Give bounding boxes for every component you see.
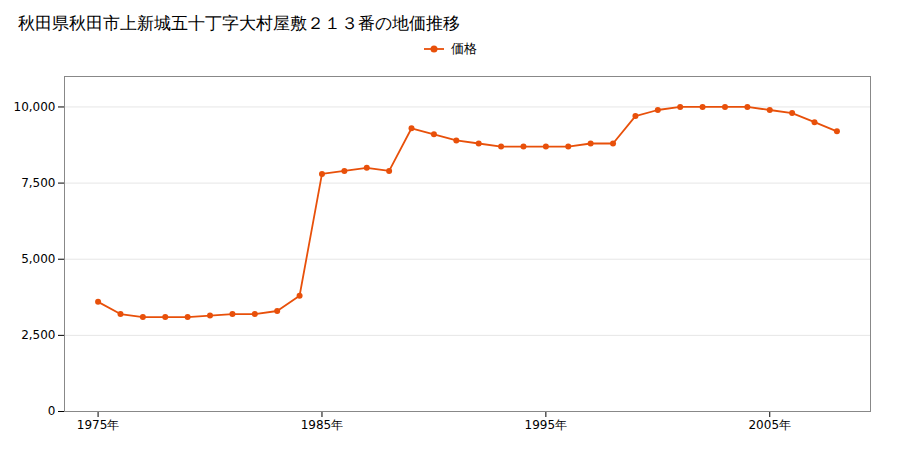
svg-text:5,000: 5,000 [21, 252, 55, 266]
svg-text:7,500: 7,500 [21, 176, 55, 190]
svg-text:1985年: 1985年 [301, 418, 344, 432]
svg-text:1995年: 1995年 [525, 418, 568, 432]
svg-text:2,500: 2,500 [21, 328, 55, 342]
svg-text:10,000: 10,000 [14, 100, 56, 114]
svg-text:0: 0 [48, 404, 56, 418]
svg-text:2005年: 2005年 [748, 418, 791, 432]
html-text:秋田県秋田市上新城五十丁字大村屋敷２１３番の地価推移: 秋田県秋田市上新城五十丁字大村屋敷２１３番の地価推移 [18, 13, 460, 33]
html-text:価格: 価格 [451, 41, 477, 56]
svg-text:1975年: 1975年 [77, 418, 120, 432]
